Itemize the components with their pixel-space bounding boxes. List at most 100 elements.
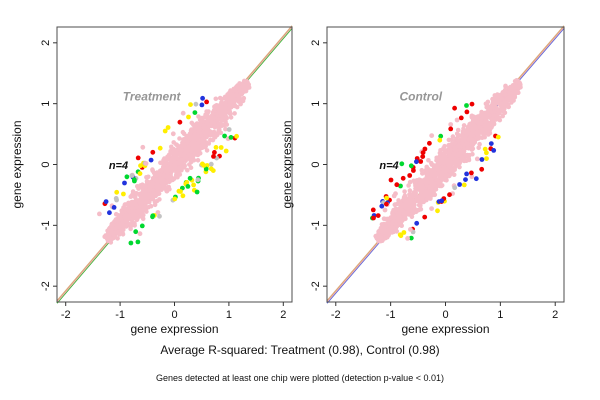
point [204, 148, 210, 153]
point [203, 133, 208, 138]
x-tick-label: -1 [115, 309, 125, 321]
point [178, 167, 184, 173]
point [206, 109, 211, 114]
point [150, 192, 155, 197]
point [170, 155, 176, 160]
point [204, 99, 210, 105]
point [218, 111, 223, 117]
point [113, 211, 119, 217]
point [150, 149, 156, 155]
point [383, 216, 389, 222]
point [425, 177, 430, 183]
point [484, 150, 489, 156]
x-tick-label: -1 [386, 309, 396, 321]
point [150, 176, 156, 181]
point [119, 209, 125, 215]
point [222, 104, 228, 110]
y-tick-label: 1 [310, 101, 322, 107]
point [155, 183, 161, 189]
point [147, 186, 153, 191]
point [454, 131, 460, 137]
point [477, 125, 482, 130]
point [210, 137, 216, 143]
point [453, 158, 458, 163]
point [429, 133, 435, 139]
y-axis-label: gene expression [280, 120, 294, 208]
y-tick-label: -2 [310, 281, 322, 291]
point [200, 95, 206, 101]
point [157, 172, 162, 177]
point [176, 160, 182, 166]
point [150, 167, 155, 172]
point [446, 173, 452, 179]
point [211, 107, 217, 113]
point [180, 129, 186, 135]
point [466, 137, 472, 143]
point [405, 206, 410, 211]
point [414, 159, 419, 165]
point [236, 84, 241, 90]
point [517, 84, 523, 90]
point [409, 214, 415, 220]
point [390, 221, 395, 227]
point [194, 121, 200, 127]
point [490, 116, 496, 121]
point [487, 122, 492, 127]
point [150, 213, 156, 219]
point [418, 200, 424, 205]
point [428, 191, 433, 197]
point [473, 118, 479, 123]
point [500, 113, 506, 119]
point [428, 185, 434, 191]
point [176, 152, 181, 157]
point [202, 144, 208, 150]
y-tick-label: 0 [310, 161, 322, 167]
point [458, 115, 464, 121]
point [242, 86, 248, 92]
point [164, 157, 170, 163]
point [215, 103, 221, 108]
point [514, 89, 519, 95]
point [146, 174, 151, 180]
point [226, 127, 232, 132]
point [134, 191, 139, 196]
point [402, 189, 407, 194]
point [133, 229, 139, 235]
point [464, 103, 469, 108]
point [187, 134, 192, 140]
point [121, 191, 126, 197]
point [501, 103, 507, 109]
point [191, 157, 197, 163]
point [196, 138, 201, 144]
point [379, 203, 385, 209]
point [139, 192, 145, 198]
point [429, 206, 434, 212]
point [517, 81, 523, 86]
point [429, 173, 435, 178]
point [228, 94, 233, 99]
point [208, 166, 214, 172]
point [451, 172, 457, 177]
panel-treatment: -2 -1 0 1 2 -2 -1 0 1 2 gene expression gene expres… [10, 25, 293, 336]
point [371, 215, 376, 221]
point [191, 134, 196, 140]
point [452, 105, 457, 111]
point [119, 217, 124, 223]
point [461, 135, 466, 141]
point [502, 87, 508, 93]
point [227, 103, 232, 108]
point [465, 145, 470, 151]
point [218, 145, 224, 150]
point [407, 192, 412, 197]
point [140, 216, 146, 222]
point [135, 239, 141, 245]
point [181, 138, 187, 143]
point [408, 227, 413, 232]
point [200, 139, 206, 144]
point [473, 176, 479, 182]
point [208, 161, 214, 167]
point [203, 166, 209, 172]
point [448, 126, 454, 132]
x-tick-label: 2 [280, 309, 286, 321]
point [125, 220, 130, 226]
